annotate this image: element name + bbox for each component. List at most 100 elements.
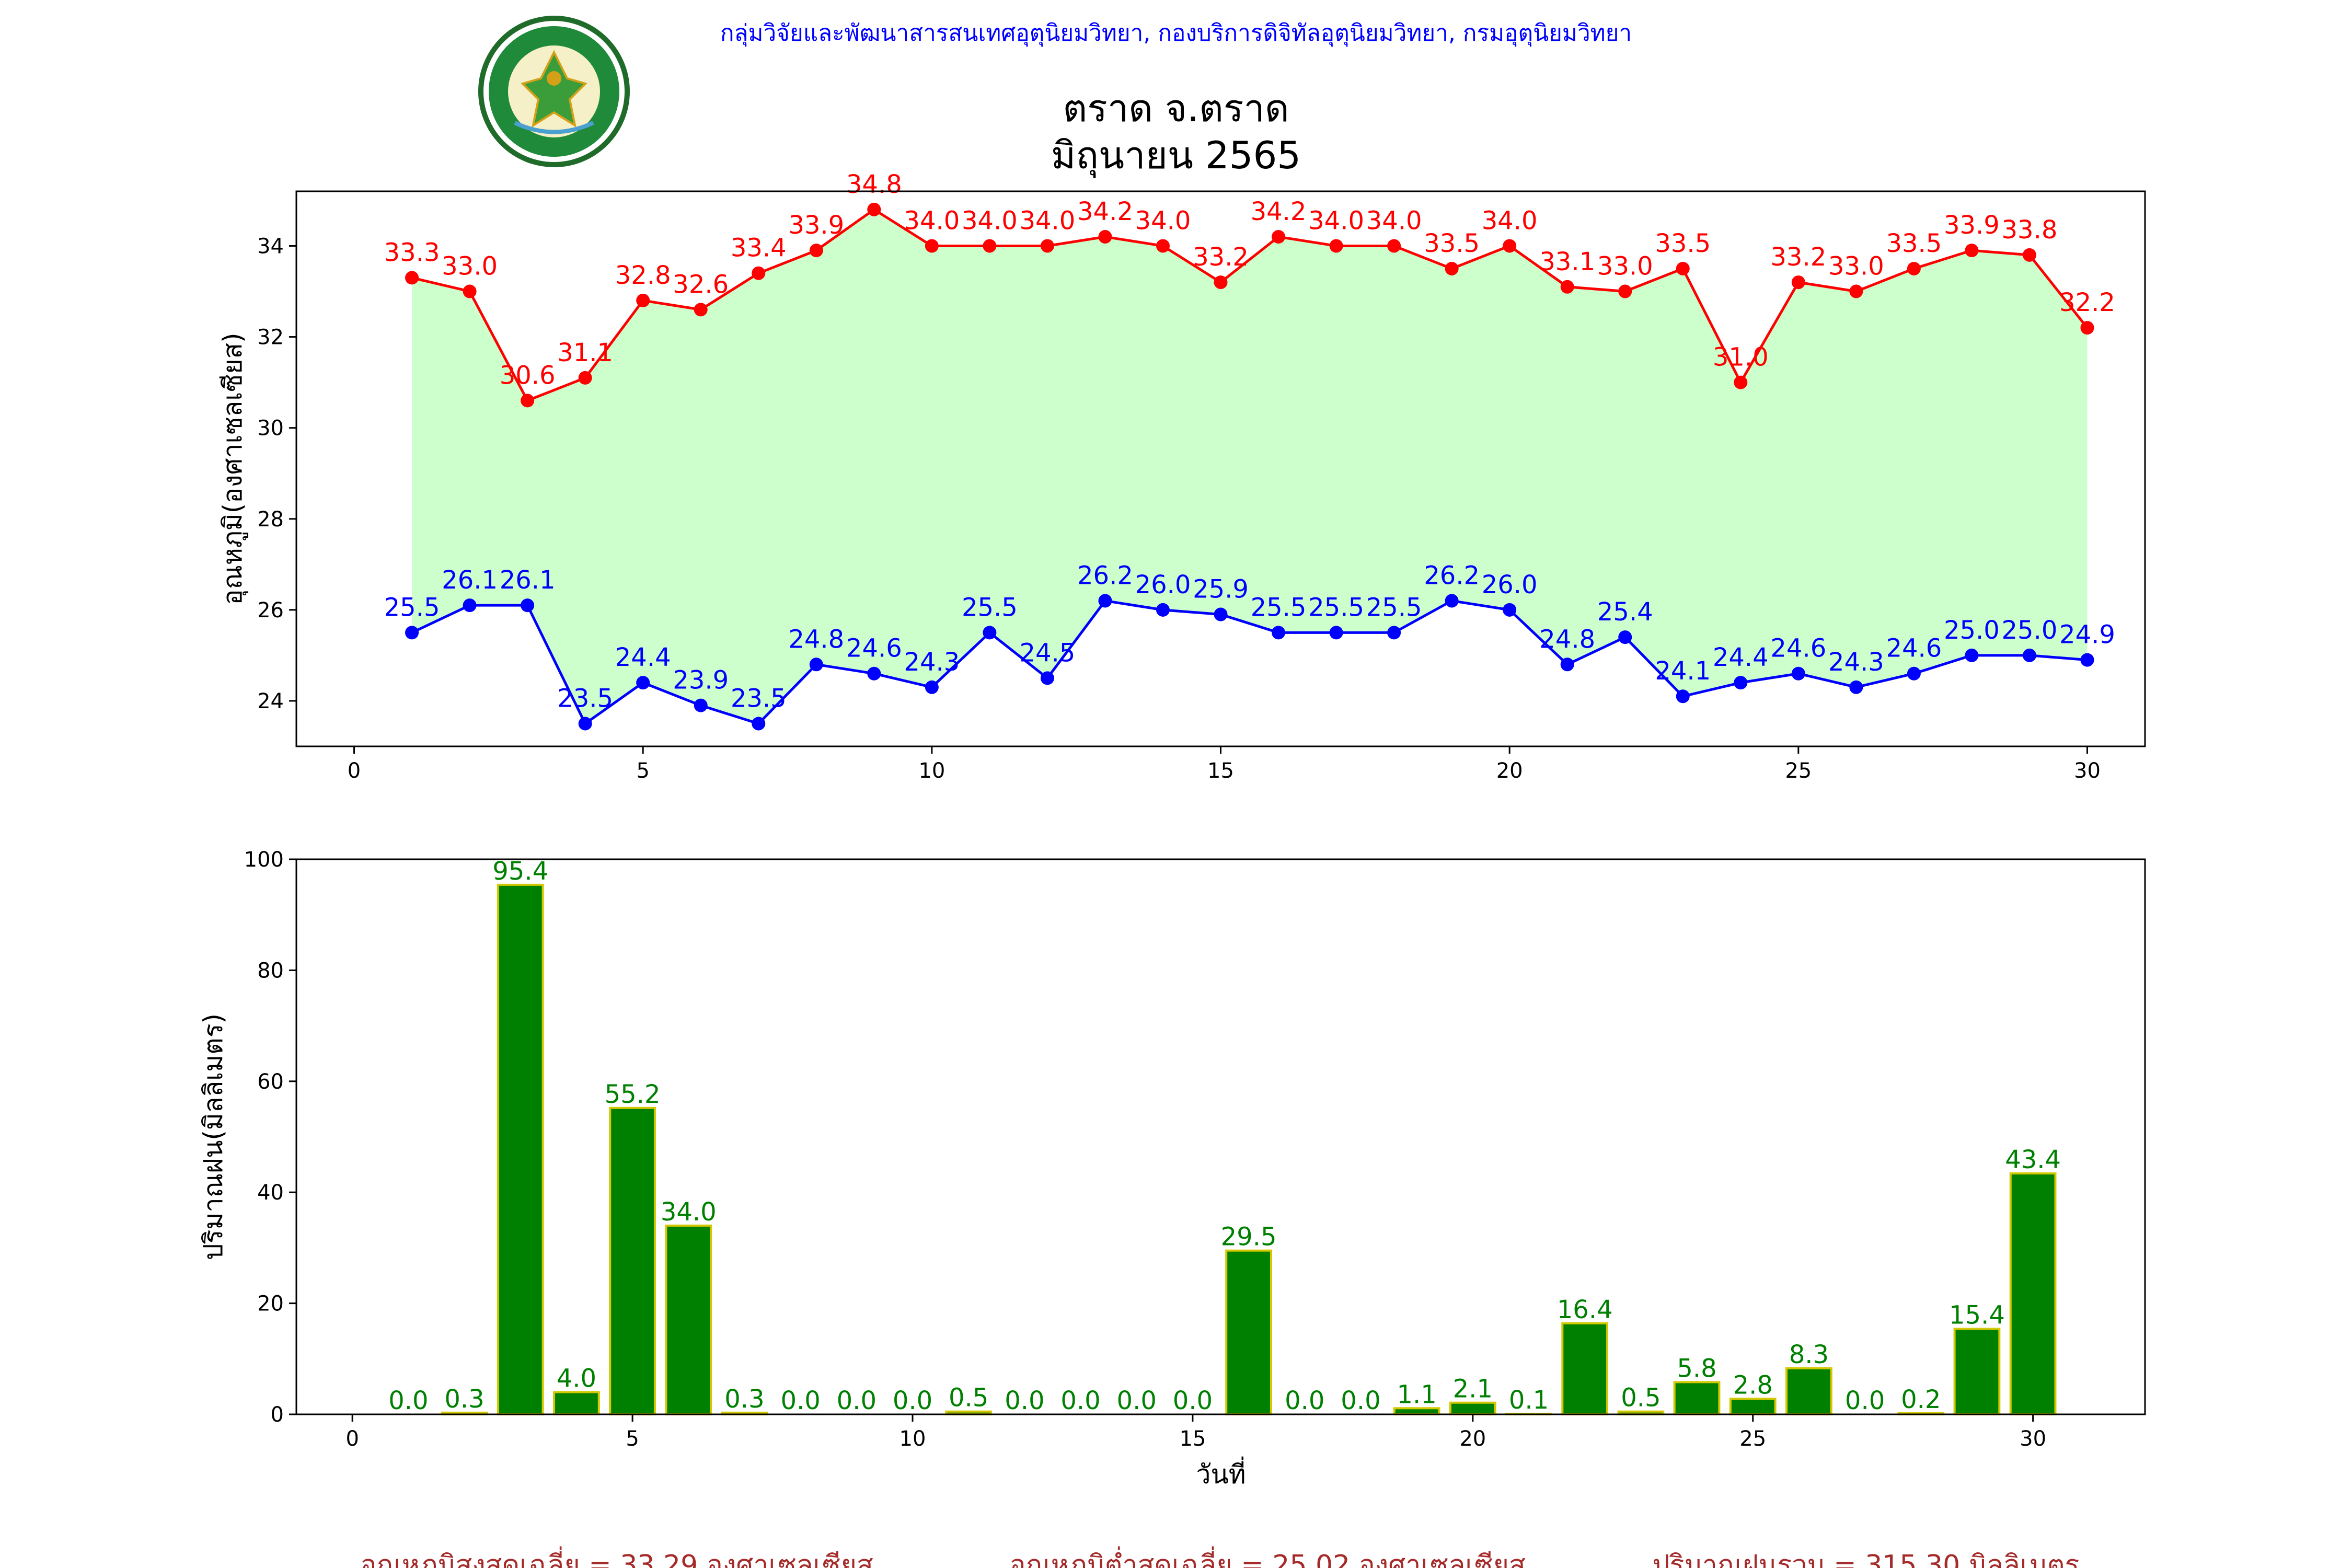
max-temperature-point [1445, 261, 1459, 275]
min-temperature-value-label: 25.5 [1251, 593, 1307, 622]
rainfall-bar [609, 1106, 656, 1415]
rainfall-x-tick-label: 30 [2020, 1427, 2046, 1451]
min-temperature-point [1098, 594, 1112, 608]
rainfall-value-label: 34.0 [661, 1197, 717, 1227]
min-temperature-value-label: 24.6 [1770, 634, 1826, 663]
max-temperature-value-label: 33.9 [1944, 211, 2000, 240]
rainfall-value-label: 95.4 [492, 857, 548, 886]
max-temperature-point [1387, 239, 1401, 253]
min-temperature-point [1329, 626, 1343, 640]
max-temperature-point [1849, 284, 1863, 298]
rainfall-value-label: 0.5 [1621, 1383, 1661, 1413]
min-temperature-point [463, 598, 477, 613]
rainfall-chart: 0.0 0.3 95.4 4.0 55.2 34.0 0.3 0.0 0.0 0.0 0.5 0.0 0… [198, 848, 2146, 1490]
max-temperature-point [983, 239, 997, 253]
max-temperature-value-label: 33.8 [2002, 215, 2058, 245]
rainfall-value-label: 0.0 [1173, 1386, 1213, 1415]
temperature-x-tick-label: 10 [918, 759, 945, 783]
min-temperature-point [925, 680, 939, 694]
min-temperature-value-label: 24.8 [1539, 625, 1595, 654]
rainfall-bar [1785, 1367, 1832, 1415]
min-temperature-value-label: 24.9 [2059, 620, 2115, 650]
rainfall-y-tick-label: 100 [244, 848, 284, 872]
rainfall-value-label: 0.0 [388, 1386, 428, 1415]
min-temperature-value-label: 24.8 [788, 625, 844, 654]
min-temperature-point [1791, 666, 1805, 681]
max-temperature-point [867, 202, 881, 216]
min-temperature-point [1214, 607, 1228, 621]
min-temperature-value-label: 24.4 [615, 643, 671, 672]
max-temperature-value-label: 32.8 [615, 261, 671, 290]
temperature-range-fill [412, 209, 2088, 724]
rainfall-value-label: 0.0 [1060, 1386, 1100, 1415]
temperature-y-tick-label: 34 [257, 234, 284, 258]
max-temperature-value-label: 32.2 [2059, 288, 2115, 317]
min-temperature-value-label: 26.0 [1135, 570, 1191, 599]
min-temperature-point [1734, 676, 1748, 690]
min-temperature-point [1907, 666, 1921, 681]
max-temperature-value-label: 33.0 [442, 252, 498, 281]
min-temperature-value-label: 25.5 [384, 593, 440, 622]
max-temperature-value-label: 34.0 [1366, 206, 1422, 235]
max-temperature-value-label: 33.5 [1424, 229, 1480, 258]
min-temperature-value-label: 25.4 [1597, 597, 1653, 627]
max-temperature-point [1098, 230, 1112, 244]
rainfall-value-label: 2.8 [1733, 1370, 1773, 1400]
temperature-x-tick-label: 25 [1785, 759, 1812, 783]
min-temperature-point [405, 626, 419, 640]
rainfall-value-label: 0.1 [1509, 1386, 1549, 1415]
rainfall-value-label: 0.0 [1117, 1386, 1157, 1415]
rainfall-value-label: 1.1 [1397, 1380, 1436, 1409]
min-temperature-point [867, 666, 881, 681]
rainfall-x-tick-label: 10 [900, 1427, 926, 1451]
max-temperature-value-label: 34.2 [1251, 197, 1307, 226]
max-temperature-value-label: 30.6 [500, 361, 556, 390]
max-temperature-point [1156, 239, 1170, 253]
max-temperature-line [411, 207, 2089, 402]
temperature-y-tick-label: 30 [257, 417, 284, 441]
temperature-x-tick-label: 5 [636, 759, 649, 783]
rainfall-bar [1561, 1322, 1609, 1416]
min-temperature-point [1040, 671, 1054, 685]
max-temperature-value-label: 33.9 [788, 211, 844, 240]
rainfall-x-tick-label: 0 [345, 1427, 359, 1451]
temperature-chart: 33.3 33.030.631.132.8 32.633.433.934.834.0… [217, 170, 2146, 783]
rainfall-value-label: 0.0 [837, 1386, 877, 1415]
min-temperature-value-label: 25.0 [2002, 616, 2058, 645]
rainfall-y-tick-label: 60 [257, 1070, 284, 1094]
rainfall-x-axis-label: วันที่ [1196, 1457, 1246, 1490]
max-temperature-value-label: 34.0 [904, 206, 960, 235]
min-temperature-value-label: 23.5 [731, 684, 787, 713]
rainfall-value-label: 8.3 [1789, 1340, 1829, 1369]
min-temperature-point [1387, 626, 1401, 640]
max-temperature-point [1560, 280, 1574, 294]
rainfall-y-tick-label: 20 [257, 1292, 284, 1316]
max-temperature-value-label: 33.3 [384, 238, 440, 267]
min-temperature-point [521, 598, 535, 613]
max-temperature-value-label: 34.0 [962, 206, 1018, 235]
max-temperature-value-label: 33.5 [1655, 229, 1711, 258]
max-temperature-value-label: 32.6 [673, 270, 729, 299]
max-temperature-value-label: 33.2 [1193, 243, 1249, 272]
min-temperature-value-label: 25.0 [1944, 616, 2000, 645]
rainfall-x-tick-label: 5 [626, 1427, 639, 1451]
min-temperature-point [1849, 680, 1863, 694]
max-temperature-value-label: 33.1 [1539, 247, 1595, 276]
max-temperature-value-label: 34.8 [846, 170, 902, 199]
max-temperature-point [1272, 230, 1286, 244]
rainfall-value-label: 5.8 [1677, 1354, 1716, 1383]
rainfall-value-label: 16.4 [1557, 1295, 1613, 1324]
rainfall-value-label: 0.3 [444, 1385, 484, 1414]
min-temperature-point [1560, 658, 1574, 672]
max-temperature-point [2022, 248, 2036, 262]
rainfall-value-label: 0.2 [1901, 1385, 1941, 1414]
min-temperature-value-label: 26.2 [1424, 561, 1480, 590]
temperature-x-tick-label: 15 [1207, 759, 1234, 783]
max-temperature-value-label: 33.5 [1886, 229, 1942, 258]
min-temperature-value-label: 23.5 [557, 684, 613, 713]
rainfall-bar [497, 883, 544, 1416]
max-temperature-point [694, 303, 708, 317]
rainfall-plot-frame [295, 858, 2146, 1415]
max-temperature-point [1965, 244, 1979, 258]
rainfall-value-label: 15.4 [1949, 1300, 2005, 1330]
